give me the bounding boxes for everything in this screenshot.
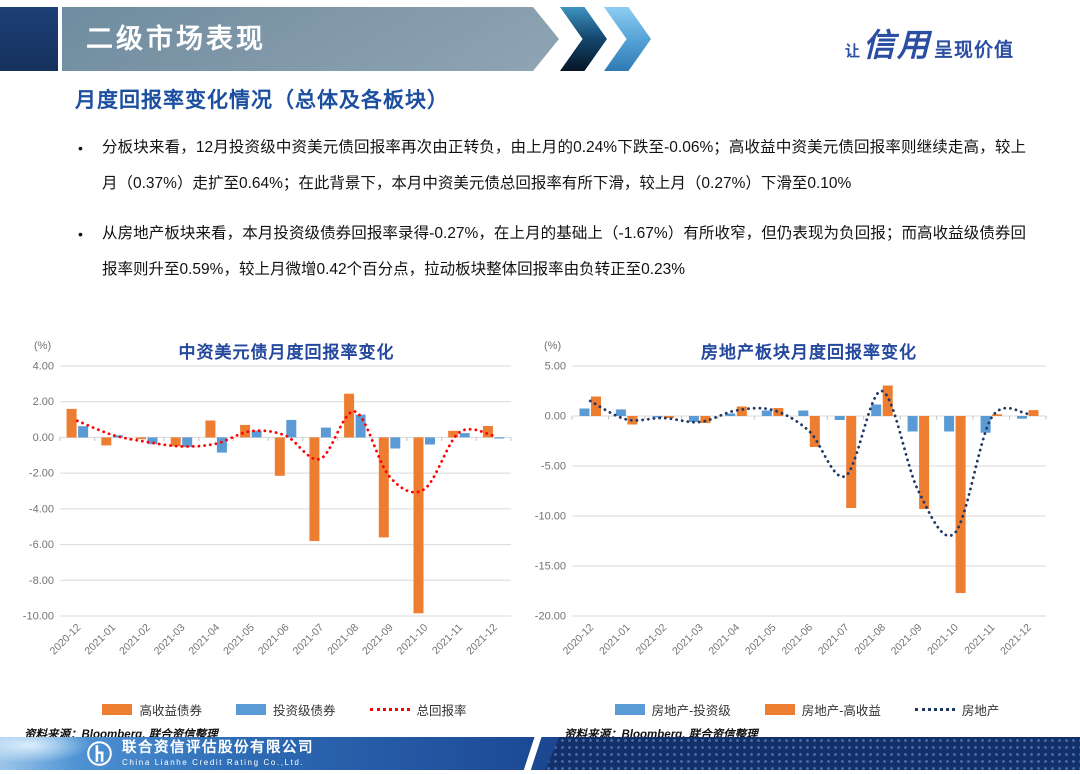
chevron-icon xyxy=(560,7,607,71)
legend-item: 投资级债券 xyxy=(235,700,336,719)
svg-text:2021-09: 2021-09 xyxy=(889,622,925,658)
svg-text:-20.00: -20.00 xyxy=(535,611,566,623)
legend-dotted-swatch xyxy=(914,708,955,711)
lianhe-logo-icon xyxy=(87,741,112,766)
header-banner: 二级市场表现 xyxy=(62,7,559,71)
svg-text:5.00: 5.00 xyxy=(545,361,566,373)
svg-text:-8.00: -8.00 xyxy=(29,575,54,587)
svg-text:2021-01: 2021-01 xyxy=(82,622,118,658)
chart-plot-area: 4.00 2.00 0.00 -2.00 -4.00 -6.00 -8.00 -10.00 20… xyxy=(14,360,519,700)
legend-item: 高收益债券 xyxy=(102,700,202,719)
bullet-item: • 分板块来看，12月投资级中资美元债回报率再次由正转负，由上月的0.24%下跌… xyxy=(78,130,1026,202)
footer-bar: 联合资信评估股份有限公司 China Lianhe Credit Rating … xyxy=(0,734,1080,774)
legend-bar-swatch xyxy=(614,704,645,715)
chart-property-returns: (%) 房地产板块月度回报率变化 5.00 0.00 -5.00 -10.00 -15.… xyxy=(524,328,1054,742)
svg-text:2021-06: 2021-06 xyxy=(256,622,292,658)
svg-text:-6.00: -6.00 xyxy=(29,539,54,551)
legend-item: 房地产 xyxy=(914,700,999,719)
svg-text:2021-07: 2021-07 xyxy=(291,622,327,658)
y-axis-unit-label: (%) xyxy=(34,340,52,352)
svg-text:-15.00: -15.00 xyxy=(535,561,566,573)
svg-text:2020-12: 2020-12 xyxy=(48,622,84,658)
svg-text:2021-11: 2021-11 xyxy=(430,622,465,657)
svg-text:2021-04: 2021-04 xyxy=(706,622,742,658)
brand-slogan: 让 信用 呈现价值 xyxy=(845,20,1014,66)
bullet-text: 从房地产板块来看，本月投资级债券回报率录得-0.27%，在上月的基础上（-1.6… xyxy=(102,225,1026,278)
chart-legend: 高收益债券 投资级债券 总回报率 xyxy=(14,700,519,719)
svg-text:2021-04: 2021-04 xyxy=(186,622,222,658)
bullet-list: • 分板块来看，12月投资级中资美元债回报率再次由正转负，由上月的0.24%下跌… xyxy=(78,130,1026,302)
svg-text:2021-06: 2021-06 xyxy=(779,622,815,658)
svg-text:2020-12: 2020-12 xyxy=(561,622,597,658)
svg-text:2021-12: 2021-12 xyxy=(464,622,500,658)
page-title: 二级市场表现 xyxy=(86,24,266,54)
svg-text:2021-09: 2021-09 xyxy=(360,622,396,658)
svg-text:-4.00: -4.00 xyxy=(29,503,54,515)
svg-text:-10.00: -10.00 xyxy=(23,611,54,623)
svg-text:-10.00: -10.00 xyxy=(535,511,566,523)
page-subtitle: 月度回报率变化情况（总体及各板块） xyxy=(75,89,449,112)
svg-text:2021-05: 2021-05 xyxy=(743,622,779,658)
brand-prefix: 让 xyxy=(844,43,860,60)
company-name-en: China Lianhe Credit Rating Co.,Ltd. xyxy=(122,757,305,767)
svg-text:0.00: 0.00 xyxy=(545,411,566,423)
svg-text:2021-08: 2021-08 xyxy=(325,622,361,658)
bullet-marker: • xyxy=(78,140,83,156)
chart-title: 房地产板块月度回报率变化 xyxy=(701,343,917,362)
company-name-cn: 联合资信评估股份有限公司 xyxy=(122,739,314,756)
company-name: 联合资信评估股份有限公司 China Lianhe Credit Rating … xyxy=(122,739,314,767)
chart-title: 中资美元债月度回报率变化 xyxy=(178,343,395,362)
svg-text:2021-03: 2021-03 xyxy=(152,622,188,658)
bullet-text: 分板块来看，12月投资级中资美元债回报率再次由正转负，由上月的0.24%下跌至-… xyxy=(102,139,1026,192)
chart-plot-area: 5.00 0.00 -5.00 -10.00 -15.00 -20.00 2020-12 20… xyxy=(524,360,1054,700)
brand-suffix: 呈现价值 xyxy=(933,40,1014,61)
chevron-icon xyxy=(604,7,651,71)
svg-text:2021-02: 2021-02 xyxy=(634,622,670,658)
brand-calligraphy: 信用 xyxy=(862,26,931,64)
y-axis-unit-label: (%) xyxy=(544,340,562,352)
footer-dot-pattern xyxy=(545,737,1080,770)
svg-text:2.00: 2.00 xyxy=(33,396,54,408)
svg-text:2021-07: 2021-07 xyxy=(816,622,852,658)
legend-item: 房地产-高收益 xyxy=(764,700,881,719)
legend-bar-swatch xyxy=(102,704,133,715)
svg-text:2021-10: 2021-10 xyxy=(925,622,961,658)
legend-bar-swatch xyxy=(764,704,795,715)
svg-text:0.00: 0.00 xyxy=(33,432,54,444)
svg-text:2021-08: 2021-08 xyxy=(852,622,888,658)
legend-item: 总回报率 xyxy=(369,700,467,719)
svg-text:2021-05: 2021-05 xyxy=(221,622,257,658)
svg-text:2021-12: 2021-12 xyxy=(998,622,1034,658)
svg-text:2021-02: 2021-02 xyxy=(117,622,153,658)
svg-text:2021-03: 2021-03 xyxy=(670,622,706,658)
svg-text:2021-10: 2021-10 xyxy=(395,622,431,658)
bullet-item: • 从房地产板块来看，本月投资级债券回报率录得-0.27%，在上月的基础上（-1… xyxy=(78,216,1026,288)
svg-text:2021-01: 2021-01 xyxy=(597,622,633,658)
legend-item: 房地产-投资级 xyxy=(614,700,731,719)
company-logo-block: 联合资信评估股份有限公司 China Lianhe Credit Rating … xyxy=(86,740,314,767)
header-navy-block xyxy=(0,7,58,71)
svg-text:-5.00: -5.00 xyxy=(541,461,566,473)
bullet-marker: • xyxy=(78,226,83,242)
chart-legend: 房地产-投资级 房地产-高收益 房地产 xyxy=(524,700,1054,719)
footer-diagonal-divider xyxy=(522,734,543,774)
svg-text:4.00: 4.00 xyxy=(33,361,54,373)
legend-bar-swatch xyxy=(235,704,266,715)
chart-canvas: 4.002.000.00-2.00-4.00-6.00-8.00-10.0020… xyxy=(23,361,512,658)
chart-usd-bond-returns: (%) 中资美元债月度回报率变化 4.00 2.00 0.00 -2.00 -4.00 -… xyxy=(14,328,519,742)
legend-dotted-swatch xyxy=(369,708,410,711)
svg-text:-2.00: -2.00 xyxy=(29,468,54,480)
svg-text:2021-11: 2021-11 xyxy=(962,622,997,657)
